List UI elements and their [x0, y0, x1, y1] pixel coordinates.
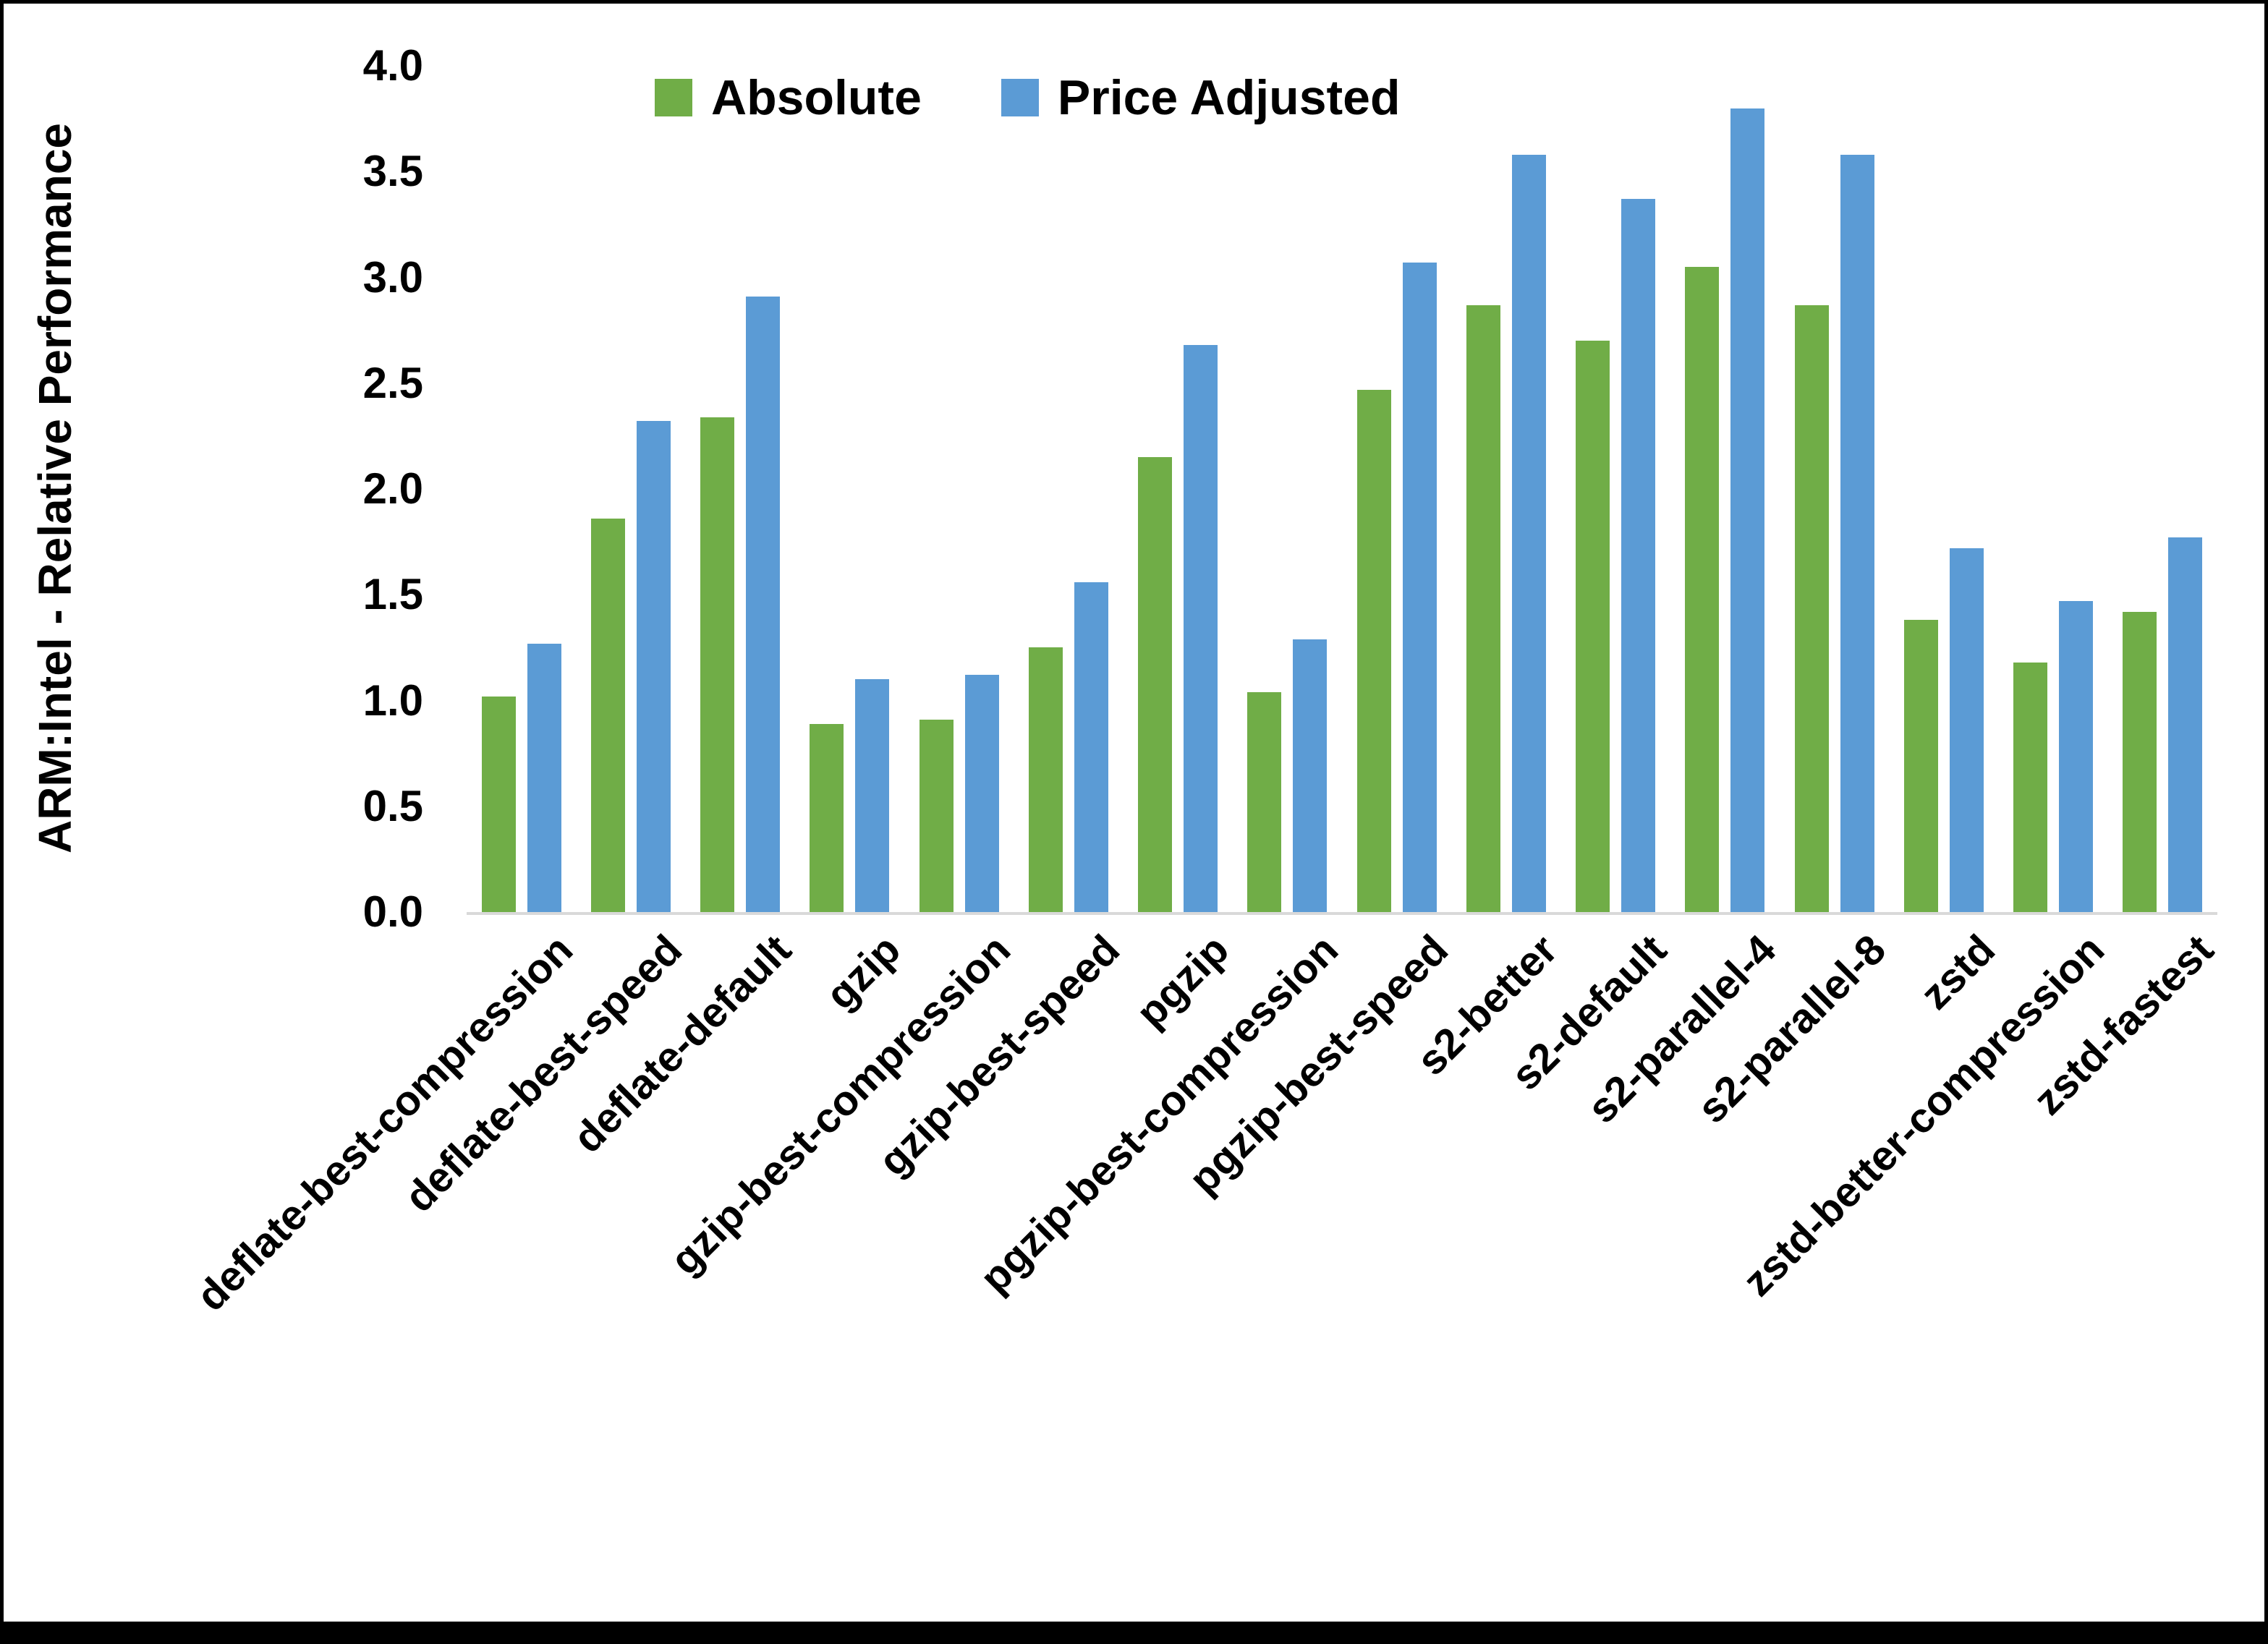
bar [964, 675, 999, 912]
bar-group [2108, 66, 2217, 912]
y-tick-label: 2.5 [362, 358, 423, 407]
bar [2013, 662, 2048, 912]
bar [1840, 154, 1874, 912]
bar-groups [467, 66, 2217, 912]
bar [2123, 611, 2157, 912]
plot-area [467, 66, 2217, 915]
bar [1576, 341, 1610, 912]
bar [1511, 154, 1546, 912]
bar-group [1670, 66, 1780, 912]
legend-swatch-price-adjusted-icon [1001, 79, 1039, 116]
bar [1466, 304, 1500, 912]
bar [1247, 691, 1282, 912]
y-tick-label: 1.5 [362, 570, 423, 619]
bar [855, 679, 890, 912]
legend-label-absolute: Absolute [711, 70, 922, 125]
legend-item-absolute: Absolute [655, 73, 922, 122]
bar-group [686, 66, 795, 912]
bar-group [1780, 66, 1889, 912]
bar [590, 518, 625, 912]
bar [919, 719, 954, 912]
bar [527, 643, 561, 912]
bar-group [1342, 66, 1451, 912]
y-tick-label: 0.0 [362, 887, 423, 936]
y-tick-label: 1.0 [362, 676, 423, 725]
y-tick-label: 2.0 [362, 464, 423, 513]
bar [1028, 647, 1063, 912]
bar [1794, 304, 1829, 912]
bar [2059, 601, 2094, 912]
bar [1138, 457, 1173, 912]
bar [2168, 537, 2203, 912]
bar [1949, 548, 1984, 912]
bar-group [467, 66, 576, 912]
bar [481, 696, 516, 912]
bar [1903, 620, 1938, 912]
bar [1293, 639, 1328, 912]
bar [1184, 345, 1218, 912]
y-tick-label: 4.0 [362, 41, 423, 90]
x-tick-label: zstd [1911, 926, 2005, 1019]
bar [1730, 108, 1765, 912]
bar [1356, 389, 1391, 912]
bar [636, 421, 671, 912]
bar-group [1999, 66, 2108, 912]
bar-group [1451, 66, 1560, 912]
bar [810, 723, 844, 912]
bar-group [904, 66, 1014, 912]
y-tick-label: 3.0 [362, 252, 423, 302]
legend: Absolute Price Adjusted [655, 73, 1401, 122]
y-tick-label: 3.5 [362, 147, 423, 196]
legend-label-price-adjusted: Price Adjusted [1057, 70, 1401, 125]
bar [1402, 263, 1437, 912]
bottom-border-bar [4, 1622, 2264, 1640]
bar-group [576, 66, 685, 912]
bar-group [1889, 66, 1998, 912]
legend-item-price-adjusted: Price Adjusted [1001, 73, 1401, 122]
bar [700, 417, 735, 912]
bar [1621, 199, 1656, 912]
y-axis-ticks: 0.0 0.5 1.0 1.5 2.0 2.5 3.0 3.5 4.0 [221, 44, 423, 934]
x-axis-labels: deflate-best-compression deflate-best-spe… [187, 926, 2223, 1637]
bar-group [1124, 66, 1233, 912]
bar [1685, 266, 1720, 912]
bar [1074, 582, 1108, 912]
legend-swatch-absolute-icon [655, 79, 692, 116]
bar [746, 296, 781, 912]
y-tick-label: 0.5 [362, 781, 423, 830]
bar-group [795, 66, 904, 912]
bar-group [1014, 66, 1123, 912]
bar-group [1561, 66, 1670, 912]
y-axis-title: ARM:Intel - Relative Performance [29, 122, 81, 854]
x-tick-label: gzip [817, 926, 910, 1019]
bar-group [1233, 66, 1342, 912]
